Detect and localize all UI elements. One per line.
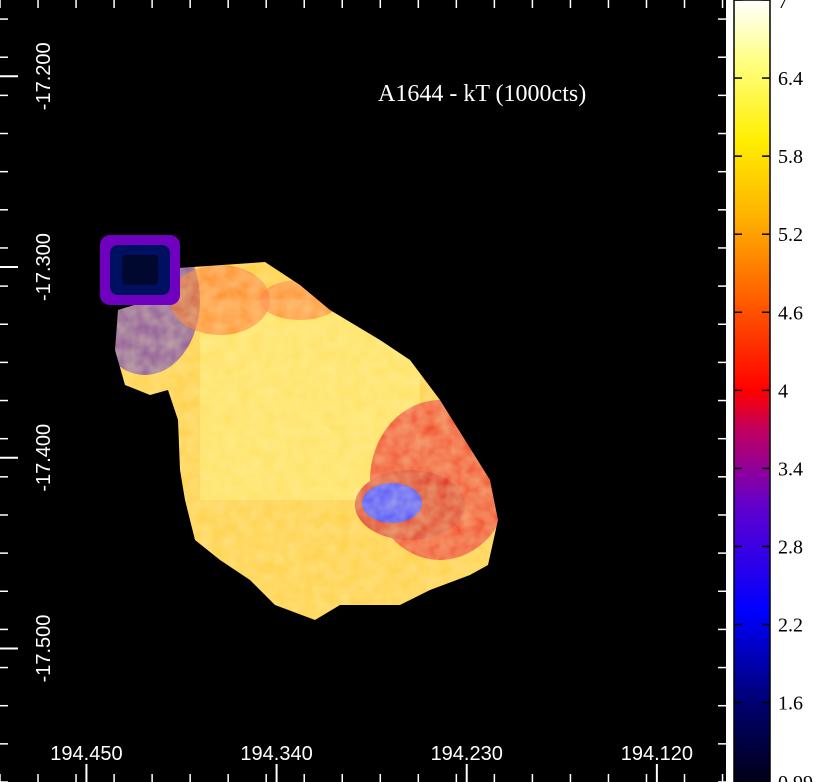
- y-tick-label: -17.300: [33, 233, 55, 301]
- axis-tick-labels: 194.450 194.340 194.230 194.120 -17.200 -17.3…: [33, 42, 693, 765]
- x-tick-label: 194.450: [50, 743, 122, 765]
- colorbar-ticks: 7 6.4 5.8 5.2 4.6 4 3.4 2.8 2.2 1.6 0.99: [734, 0, 813, 782]
- x-tick-label: 194.230: [431, 743, 503, 765]
- colorbar-tick-label: 4.6: [778, 302, 803, 324]
- chart-title: A1644 - kT (1000cts): [378, 81, 586, 107]
- colorbar-tick-label: 1.6: [778, 693, 803, 715]
- colorbar-tick-label: 3.4: [778, 458, 803, 480]
- x-tick-label: 194.120: [621, 743, 693, 765]
- y-tick-label: -17.400: [33, 424, 55, 492]
- colorbar-tick-label: 4: [778, 380, 788, 402]
- colorbar-tick-label: 2.2: [778, 615, 803, 637]
- x-tick-label: 194.340: [240, 743, 312, 765]
- colorbar-tick-label: 5.2: [778, 224, 803, 246]
- y-tick-label: -17.500: [33, 615, 55, 683]
- colorbar-tick-label: 5.8: [778, 146, 803, 168]
- axis-ticks: [0, 0, 726, 782]
- colorbar-tick-label: 7: [778, 0, 788, 13]
- y-tick-label: -17.200: [33, 42, 55, 110]
- colorbar-tick-label: 6.4: [778, 68, 803, 90]
- colorbar-tick-label: 0.99: [778, 772, 813, 782]
- colorbar-tick-label: 2.8: [778, 536, 803, 558]
- main-cool-core: [362, 483, 422, 523]
- west-warm-band: [170, 265, 270, 335]
- nw-subclump-core-inner: [122, 255, 158, 285]
